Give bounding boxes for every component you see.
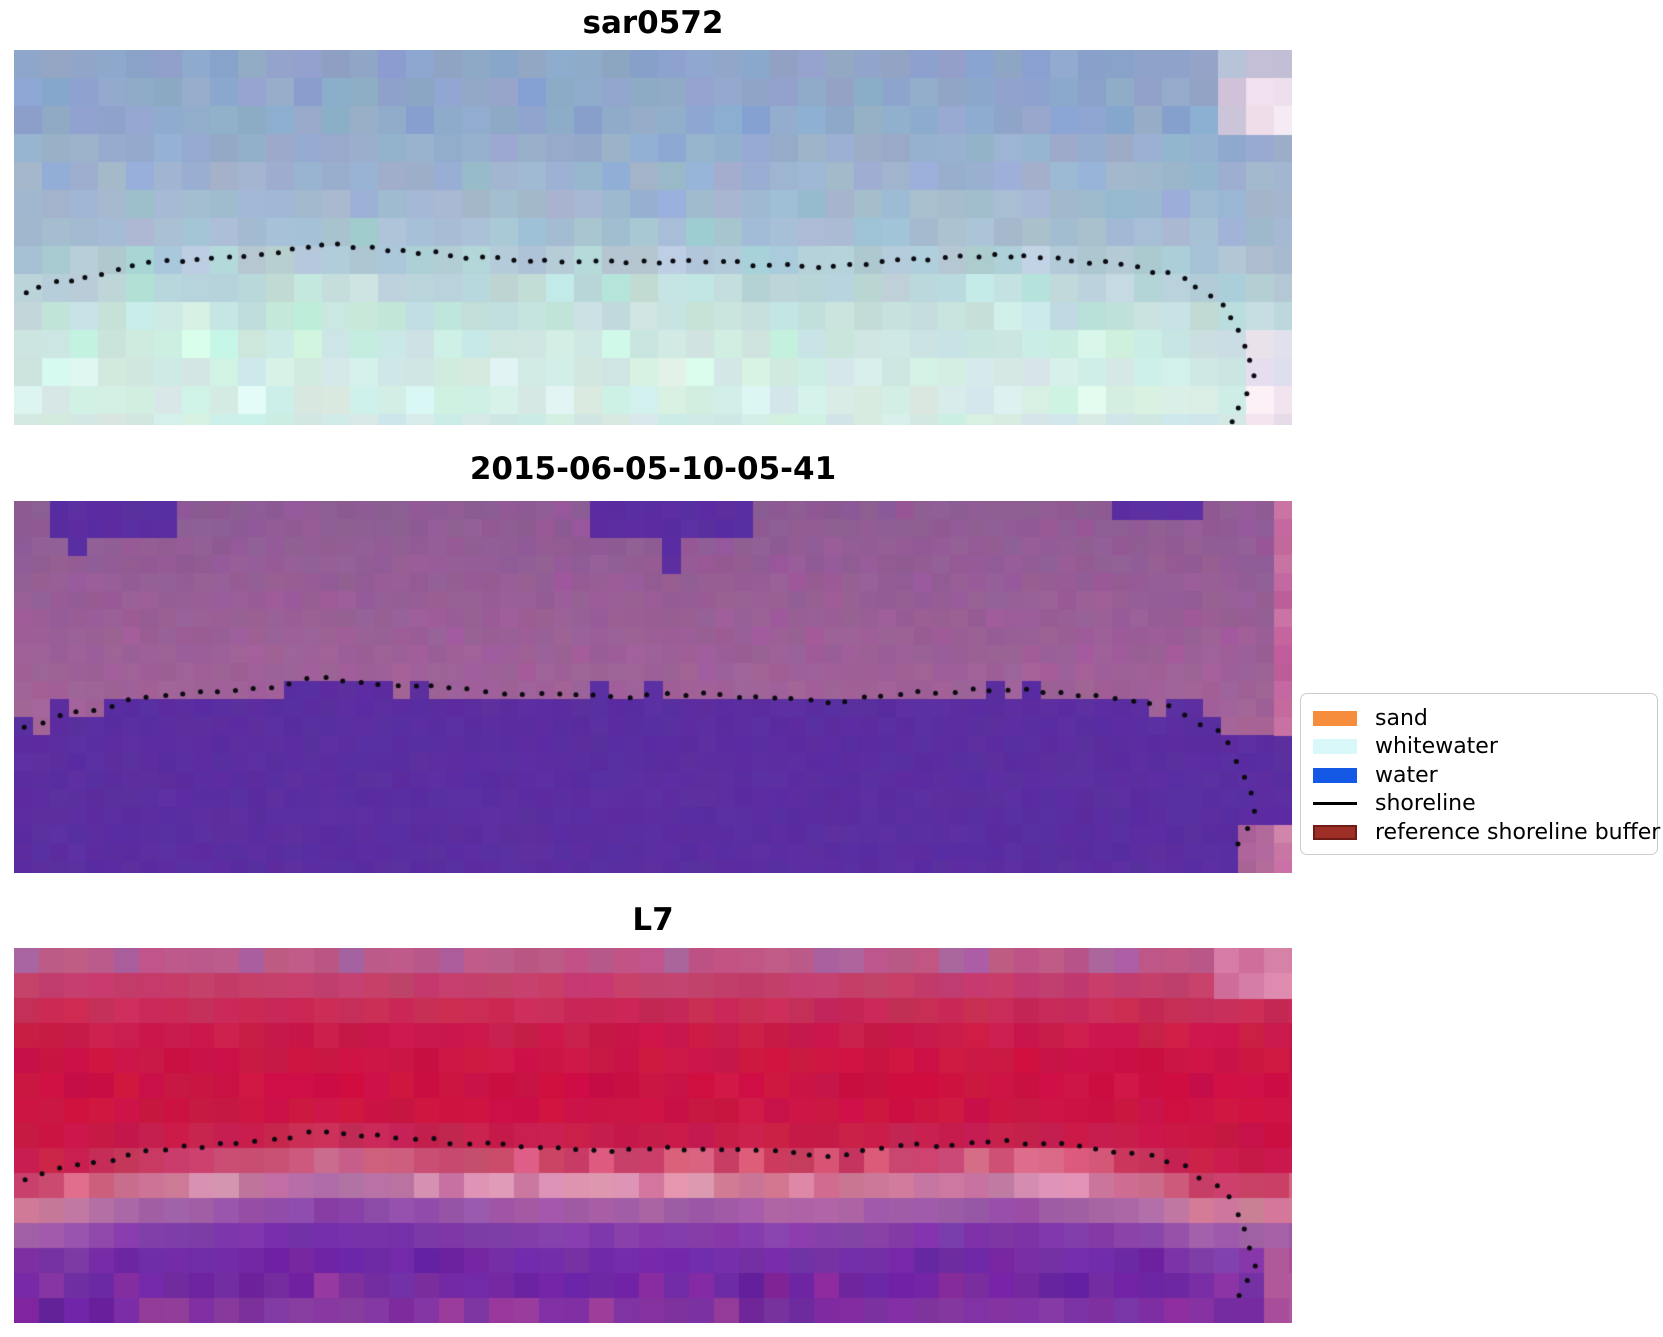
legend-label: reference shoreline buffer [1375,819,1661,845]
reference-buffer-swatch-icon [1313,824,1357,840]
legend-label: shoreline [1375,791,1476,816]
sand-swatch-icon [1313,710,1357,726]
legend: sand whitewater water shoreline referenc… [1300,693,1660,855]
legend-label: water [1375,762,1438,788]
legend-row-reference-buffer: reference shoreline buffer [1313,818,1660,846]
water-swatch-icon [1313,767,1357,783]
legend-row-sand: sand [1313,704,1645,732]
panel3-title: L7 [632,902,674,938]
panel3-image [14,948,1292,1323]
legend-row-shoreline: shoreline [1313,790,1645,818]
legend-row-water: water [1313,761,1645,789]
legend-row-whitewater: whitewater [1313,733,1645,761]
legend-label: sand [1375,705,1428,731]
shoreline-line-icon [1313,802,1357,805]
panel2-title: 2015-06-05-10-05-41 [469,451,837,487]
panel2-image [14,501,1292,873]
panel1-image [14,50,1292,425]
panel1-title: sar0572 [582,5,724,41]
whitewater-swatch-icon [1313,739,1357,754]
legend-label: whitewater [1375,734,1498,759]
